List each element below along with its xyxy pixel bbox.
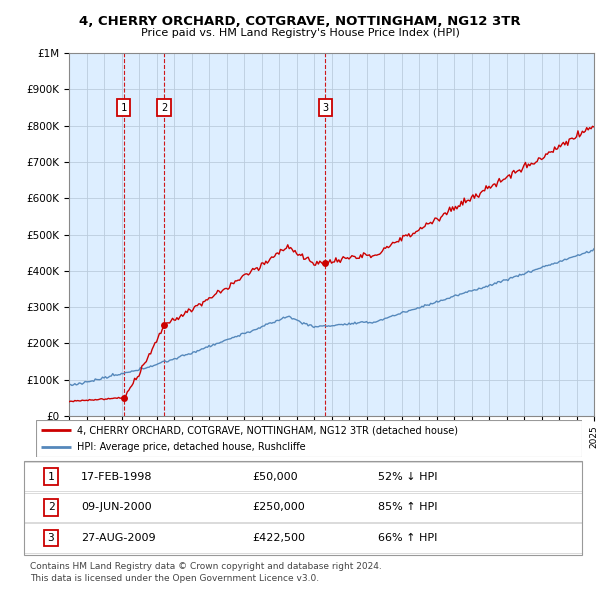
Text: 66% ↑ HPI: 66% ↑ HPI: [378, 533, 437, 543]
Text: 85% ↑ HPI: 85% ↑ HPI: [378, 503, 437, 512]
Text: 4, CHERRY ORCHARD, COTGRAVE, NOTTINGHAM, NG12 3TR (detached house): 4, CHERRY ORCHARD, COTGRAVE, NOTTINGHAM,…: [77, 425, 458, 435]
FancyBboxPatch shape: [36, 420, 582, 457]
Text: 1: 1: [121, 103, 127, 113]
Text: £422,500: £422,500: [252, 533, 305, 543]
Text: 4, CHERRY ORCHARD, COTGRAVE, NOTTINGHAM, NG12 3TR: 4, CHERRY ORCHARD, COTGRAVE, NOTTINGHAM,…: [79, 15, 521, 28]
Text: 3: 3: [47, 533, 55, 543]
Text: 2: 2: [161, 103, 167, 113]
Text: 3: 3: [322, 103, 329, 113]
Text: HPI: Average price, detached house, Rushcliffe: HPI: Average price, detached house, Rush…: [77, 442, 305, 452]
Text: Price paid vs. HM Land Registry's House Price Index (HPI): Price paid vs. HM Land Registry's House …: [140, 28, 460, 38]
Text: 09-JUN-2000: 09-JUN-2000: [81, 503, 152, 512]
Text: 17-FEB-1998: 17-FEB-1998: [81, 472, 152, 481]
Text: Contains HM Land Registry data © Crown copyright and database right 2024.
This d: Contains HM Land Registry data © Crown c…: [30, 562, 382, 583]
Text: 27-AUG-2009: 27-AUG-2009: [81, 533, 155, 543]
Text: £250,000: £250,000: [252, 503, 305, 512]
Text: 52% ↓ HPI: 52% ↓ HPI: [378, 472, 437, 481]
Text: 1: 1: [47, 472, 55, 481]
Text: £50,000: £50,000: [252, 472, 298, 481]
Text: 2: 2: [47, 503, 55, 512]
